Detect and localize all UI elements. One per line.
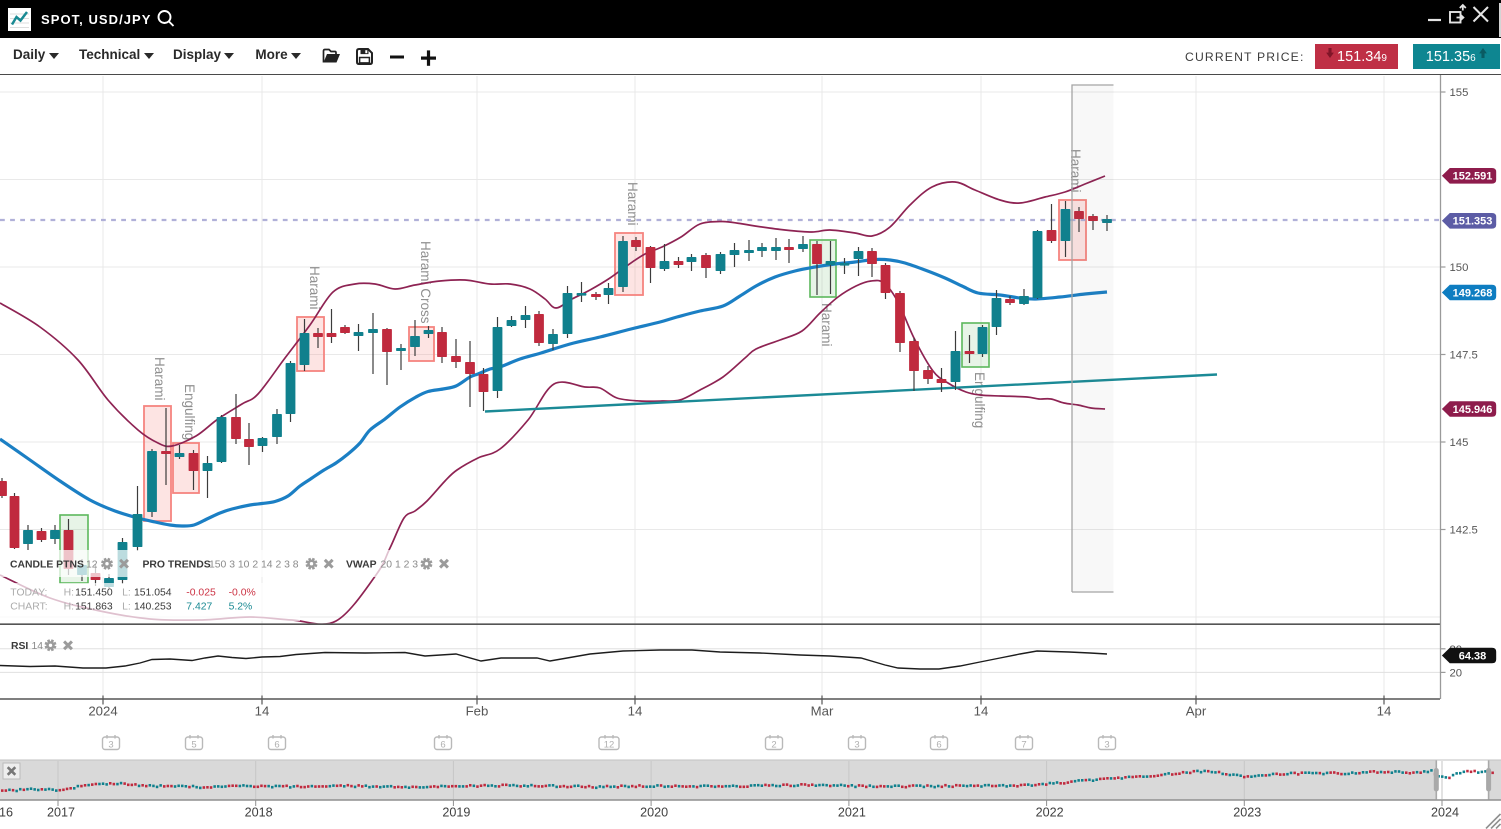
svg-text:140.253: 140.253 [134,602,172,613]
svg-text:2022: 2022 [1036,806,1064,820]
svg-text:145: 145 [1450,437,1469,449]
svg-text:14: 14 [32,641,44,652]
svg-text:2019: 2019 [442,806,470,820]
svg-text:H:: H: [64,602,74,613]
svg-text:147.5: 147.5 [1450,350,1478,362]
svg-text:14: 14 [255,704,270,719]
svg-text:150: 150 [1450,262,1469,274]
svg-text:2023: 2023 [1233,806,1261,820]
svg-text:2017: 2017 [47,806,75,820]
svg-text:14: 14 [628,704,643,719]
svg-text:64.38: 64.38 [1459,650,1487,662]
svg-text:Apr: Apr [1186,704,1207,719]
svg-text:7: 7 [1021,740,1026,751]
svg-text:14: 14 [974,704,989,719]
svg-text:Harami: Harami [819,303,834,347]
svg-text:Harami: Harami [625,182,640,226]
svg-text:3: 3 [854,740,859,751]
svg-text:5: 5 [191,740,196,751]
svg-text:151.054: 151.054 [134,588,172,599]
svg-text:H:: H: [64,588,74,599]
svg-text:Harami: Harami [152,357,167,401]
svg-text:152.591: 152.591 [1453,171,1493,183]
svg-text:CANDLE PTNS: CANDLE PTNS [10,559,84,570]
svg-text:155: 155 [1450,87,1469,99]
svg-text:151.863: 151.863 [75,602,113,613]
svg-text:L:: L: [122,588,131,599]
svg-text:2020: 2020 [640,806,668,820]
svg-text:6: 6 [274,740,279,751]
svg-text:5.2%: 5.2% [229,602,253,613]
svg-text:12: 12 [86,559,98,570]
svg-text:151.353: 151.353 [1453,216,1493,228]
svg-text:7.427: 7.427 [186,602,212,613]
svg-text:CHART:: CHART: [10,602,47,613]
svg-text:-0.025: -0.025 [186,588,216,599]
svg-text:2024: 2024 [1431,806,1459,820]
svg-text:6: 6 [936,740,941,751]
svg-text:149.268: 149.268 [1453,287,1493,299]
svg-text:2021: 2021 [838,806,866,820]
svg-text:Harami: Harami [307,266,322,310]
svg-text:142.5: 142.5 [1450,525,1478,537]
svg-text:Feb: Feb [466,704,489,719]
svg-text:-0.0%: -0.0% [229,588,256,599]
svg-text:12: 12 [604,740,615,751]
svg-text:RSI: RSI [11,641,28,652]
svg-text:14: 14 [1377,704,1392,719]
svg-text:150 3 10 2 14 2 3 8: 150 3 10 2 14 2 3 8 [209,559,299,570]
svg-text:2018: 2018 [245,806,273,820]
svg-text:PRO TRENDS: PRO TRENDS [143,559,211,570]
svg-text:16: 16 [0,806,13,820]
svg-text:2: 2 [771,740,776,751]
svg-text:Engulfing: Engulfing [182,384,197,440]
svg-text:2024: 2024 [88,704,117,719]
svg-text:VWAP: VWAP [346,559,377,570]
svg-text:3: 3 [1104,740,1109,751]
svg-text:20 1 2 3: 20 1 2 3 [381,559,419,570]
svg-text:6: 6 [440,740,445,751]
svg-text:151.450: 151.450 [75,588,113,599]
svg-text:20: 20 [1450,667,1463,679]
svg-text:TODAY:: TODAY: [10,588,47,599]
svg-text:Engulfing: Engulfing [972,372,987,428]
svg-text:L:: L: [122,602,131,613]
svg-text:145.946: 145.946 [1453,404,1493,416]
svg-text:Mar: Mar [811,704,834,719]
svg-text:3: 3 [108,740,113,751]
